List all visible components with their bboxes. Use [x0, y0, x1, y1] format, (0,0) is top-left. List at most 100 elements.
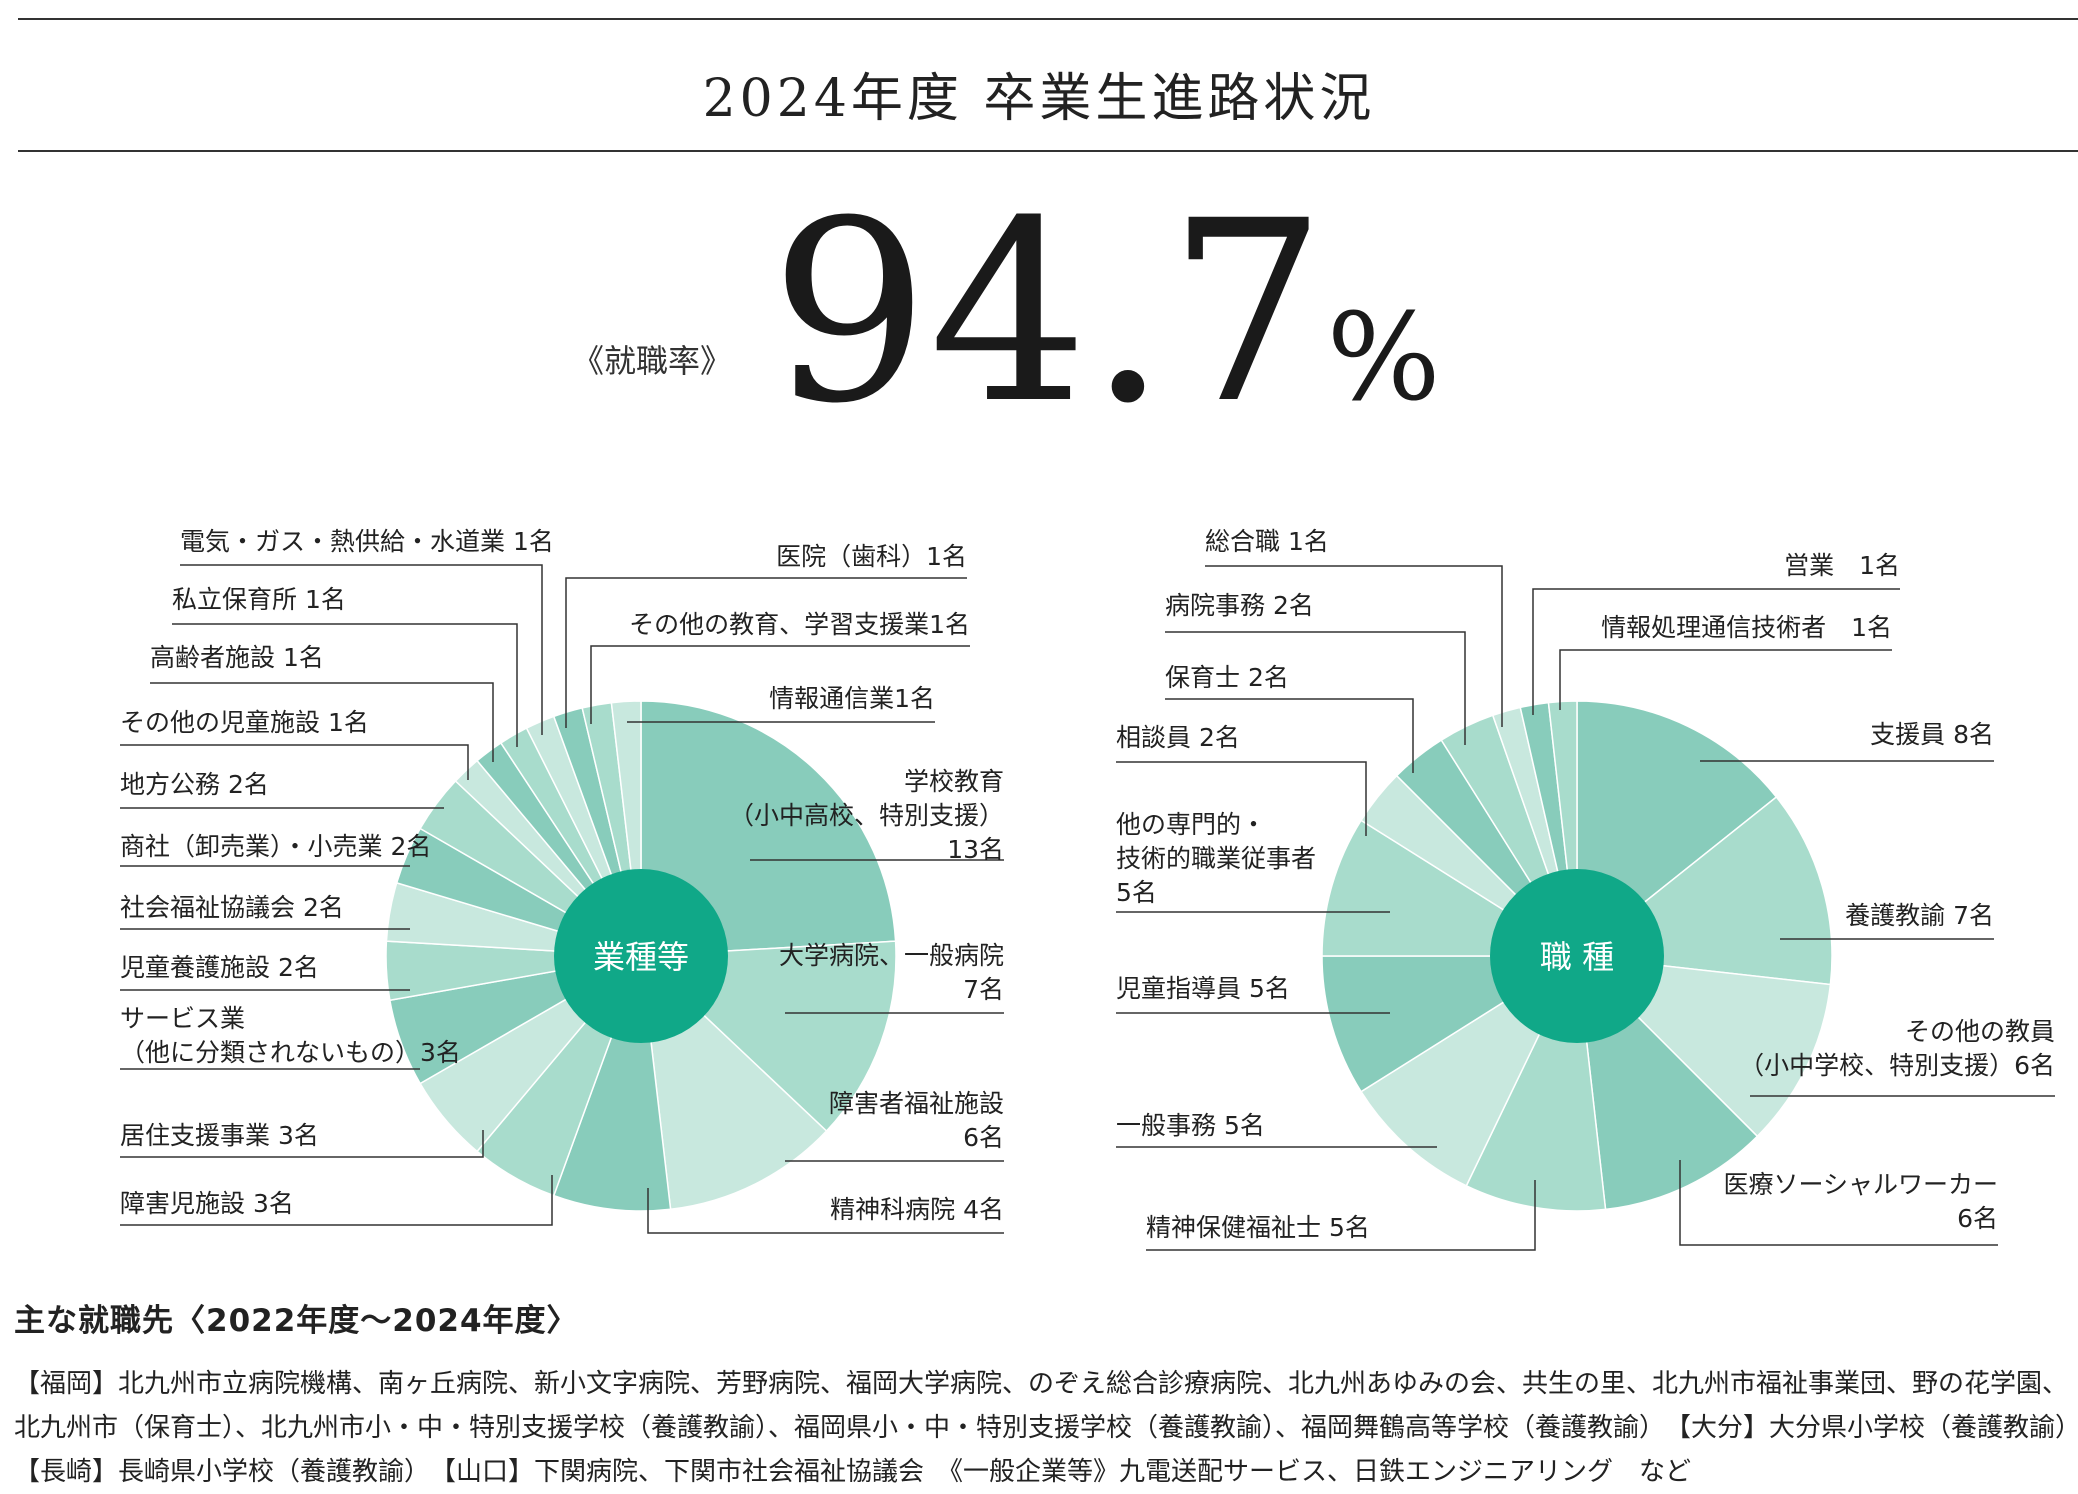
- slice-label-line: 地方公務 2名: [120, 770, 269, 799]
- slice-label-line: その他の児童施設 1名: [120, 708, 369, 737]
- leader-line: [1165, 698, 1414, 773]
- slice-label-line: 支援員 8名: [1870, 720, 1994, 749]
- slice-label: 障害児施設 3名: [120, 1189, 294, 1218]
- slice-label: 情報処理通信技術者 1名: [1601, 613, 1892, 642]
- leader-line: [590, 645, 970, 724]
- slice-label: 居住支援事業 3名: [120, 1121, 319, 1150]
- slice-label: 商社（卸売業）・小売業 2名: [120, 832, 431, 861]
- employers-line: 【長崎】長崎県小学校（養護教諭） 【山口】下関病院、下関市社会福祉協議会 《一般…: [14, 1457, 1692, 1487]
- slice-label-line: 商社（卸売業）・小売業 2名: [120, 832, 431, 861]
- leader-line: [120, 744, 469, 780]
- slice-label-line: 医院（歯科）1名: [776, 542, 967, 571]
- slice-label-line: サービス業: [120, 1004, 245, 1033]
- pie-slice: [640, 700, 897, 957]
- slice-label-line: 総合職 1名: [1205, 527, 1329, 556]
- slice-label: 保育士 2名: [1165, 663, 1289, 692]
- slice-label-line: 養護教諭 7名: [1845, 901, 1994, 930]
- pie-center: [554, 869, 728, 1043]
- slice-label: サービス業 （他に分類されないもの）3名: [120, 1004, 461, 1067]
- leader-line: [1146, 1180, 1536, 1251]
- slice-label-line: 精神科病院 4名: [830, 1195, 1004, 1224]
- leader-line: [1532, 588, 1900, 715]
- slice-label: 精神保健福祉士 5名: [1146, 1213, 1370, 1242]
- slice-label: 医院（歯科）1名: [776, 542, 967, 571]
- slice-label: 医療ソーシャルワーカー 6名: [1723, 1170, 1998, 1233]
- slice-label: 養護教諭 7名: [1845, 901, 1994, 930]
- slice-label-line: 情報処理通信技術者 1名: [1601, 613, 1892, 642]
- slice-label-line: 7名: [963, 975, 1004, 1004]
- slice-label-line: 私立保育所 1名: [172, 585, 346, 614]
- pie-center-label: 職 種: [1540, 938, 1614, 976]
- slice-label-line: 児童養護施設 2名: [120, 953, 319, 982]
- leader-line: [1559, 649, 1892, 710]
- leader-line: [1679, 1160, 1998, 1246]
- slice-label-line: （小中学校、特別支援）6名: [1739, 1051, 2055, 1080]
- slice-label: その他の児童施設 1名: [120, 708, 369, 737]
- slice-label-line: 障害児施設 3名: [120, 1189, 294, 1218]
- slice-label-line: 他の専門的・: [1116, 810, 1266, 839]
- leader-line: [120, 1175, 553, 1226]
- slice-label-line: 高齢者施設 1名: [150, 643, 324, 672]
- slice-label: 病院事務 2名: [1165, 591, 1314, 620]
- slice-label: 社会福祉協議会 2名: [120, 893, 344, 922]
- slice-label: その他の教育、学習支援業1名: [629, 610, 970, 639]
- slice-label-line: 精神保健福祉士 5名: [1146, 1213, 1370, 1242]
- leader-line: [180, 564, 543, 735]
- slice-label: 情報通信業1名: [769, 684, 935, 713]
- slice-label-line: 営業 1名: [1784, 551, 1900, 580]
- slice-label: 学校教育 （小中高校、特別支援） 13名: [729, 767, 1004, 864]
- pie-center: [1490, 869, 1664, 1043]
- slice-label: その他の教員 （小中学校、特別支援）6名: [1739, 1017, 2055, 1080]
- employment-rate-label: 《就職率》: [572, 342, 733, 380]
- page-title: 2024年度 卒業生進路状況: [702, 69, 1376, 129]
- slice-label-line: （小中高校、特別支援）: [729, 801, 1004, 830]
- slice-label: 精神科病院 4名: [830, 1195, 1004, 1224]
- slice-label-line: その他の教員: [1905, 1017, 2055, 1046]
- slice-label-line: 居住支援事業 3名: [120, 1121, 319, 1150]
- leader-line: [150, 682, 494, 762]
- slice-label: 児童養護施設 2名: [120, 953, 319, 982]
- slice-label-line: 5名: [1116, 878, 1157, 907]
- title-rule: [18, 150, 2078, 152]
- slice-label-line: 保育士 2名: [1165, 663, 1289, 692]
- slice-label-line: 13名: [947, 835, 1004, 864]
- slice-label-line: 技術的職業従事者: [1116, 844, 1316, 873]
- slice-label-line: 医療ソーシャルワーカー: [1723, 1170, 1998, 1199]
- slice-label: 児童指導員 5名: [1116, 974, 1290, 1003]
- main-employers: 主な就職先〈2022年度〜2024年度〉 【福岡】北九州市立病院機構、南ヶ丘病院…: [14, 1295, 2078, 1494]
- slice-label: 営業 1名: [1784, 551, 1900, 580]
- slice-label-line: 6名: [963, 1123, 1004, 1152]
- slice-label-line: 情報通信業1名: [769, 684, 935, 713]
- slice-label-line: 一般事務 5名: [1116, 1111, 1265, 1140]
- employment-rate-unit: %: [1326, 289, 1441, 428]
- employers-line: 北九州市（保育士）、北九州市小・中・特別支援学校（養護教諭）、福岡県小・中・特別…: [14, 1413, 2078, 1443]
- leader-line: [565, 577, 967, 728]
- leader-line: [1116, 761, 1367, 836]
- leader-line: [172, 623, 518, 747]
- slice-label: 高齢者施設 1名: [150, 643, 324, 672]
- slice-label-line: 障害者福祉施設: [829, 1089, 1004, 1118]
- leader-line: [120, 1130, 484, 1158]
- slice-label-line: 大学病院、一般病院: [779, 941, 1004, 970]
- employment-rate-value: 94.7%: [770, 188, 1441, 438]
- slice-label: 大学病院、一般病院 7名: [779, 941, 1004, 1004]
- slice-label: 私立保育所 1名: [172, 585, 346, 614]
- slice-label-line: 6名: [1957, 1204, 1998, 1233]
- leader-line: [1165, 631, 1466, 745]
- slice-label-line: 電気・ガス・熱供給・水道業 1名: [180, 527, 554, 556]
- leader-line: [647, 1188, 1004, 1234]
- slice-label-line: その他の教育、学習支援業1名: [629, 610, 970, 639]
- slice-label: 相談員 2名: [1116, 723, 1240, 752]
- slice-label: 一般事務 5名: [1116, 1111, 1265, 1140]
- slice-label: 障害者福祉施設 6名: [829, 1089, 1004, 1152]
- leader-line: [1205, 565, 1503, 727]
- slice-label: 地方公務 2名: [120, 770, 269, 799]
- slice-label-line: 社会福祉協議会 2名: [120, 893, 344, 922]
- slice-label-line: 相談員 2名: [1116, 723, 1240, 752]
- slice-label-line: 学校教育: [904, 767, 1004, 796]
- top-rule: [18, 18, 2078, 20]
- slice-label: 支援員 8名: [1870, 720, 1994, 749]
